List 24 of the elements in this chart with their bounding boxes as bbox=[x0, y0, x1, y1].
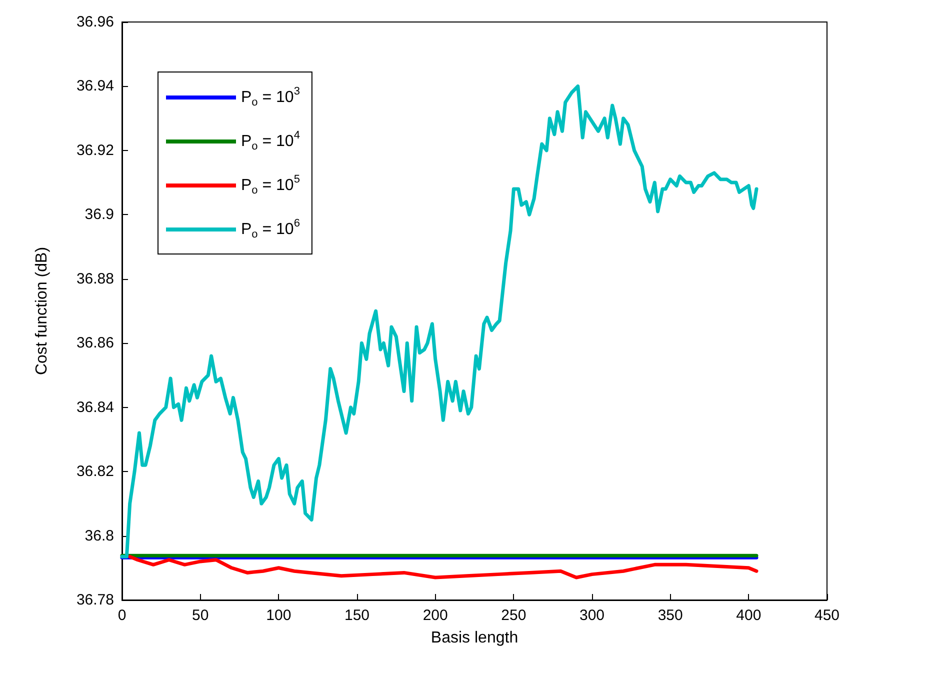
y-tick-label: 36.8 bbox=[84, 527, 114, 544]
y-tick-label: 36.78 bbox=[76, 592, 114, 608]
x-tick-label: 450 bbox=[814, 607, 840, 624]
x-axis-title: Basis length bbox=[430, 630, 518, 646]
x-tick-label: 400 bbox=[736, 607, 762, 624]
y-tick-label: 36.82 bbox=[76, 463, 114, 480]
x-tick-label: 250 bbox=[501, 607, 526, 624]
y-tick-label: 36.9 bbox=[84, 206, 114, 224]
x-tick-label: 0 bbox=[118, 607, 126, 624]
y-axis-title: Cost function (dB) bbox=[34, 246, 50, 376]
x-tick-label: 100 bbox=[266, 607, 292, 624]
x-tick-label: 300 bbox=[579, 607, 605, 624]
y-tick-label: 36.84 bbox=[76, 398, 114, 416]
y-tick-label: 36.88 bbox=[76, 270, 114, 288]
x-tick-label: 200 bbox=[422, 607, 448, 624]
x-tick-label: 50 bbox=[192, 607, 209, 624]
x-tick-label: 350 bbox=[658, 607, 683, 624]
y-tick-label: 36.96 bbox=[76, 14, 114, 30]
y-tick-label: 36.86 bbox=[76, 334, 114, 352]
x-tick-label: 150 bbox=[344, 607, 370, 624]
y-tick-label: 36.94 bbox=[76, 78, 114, 95]
line-series bbox=[128, 554, 758, 580]
line-series bbox=[120, 84, 758, 558]
y-tick-label: 36.92 bbox=[76, 142, 114, 159]
